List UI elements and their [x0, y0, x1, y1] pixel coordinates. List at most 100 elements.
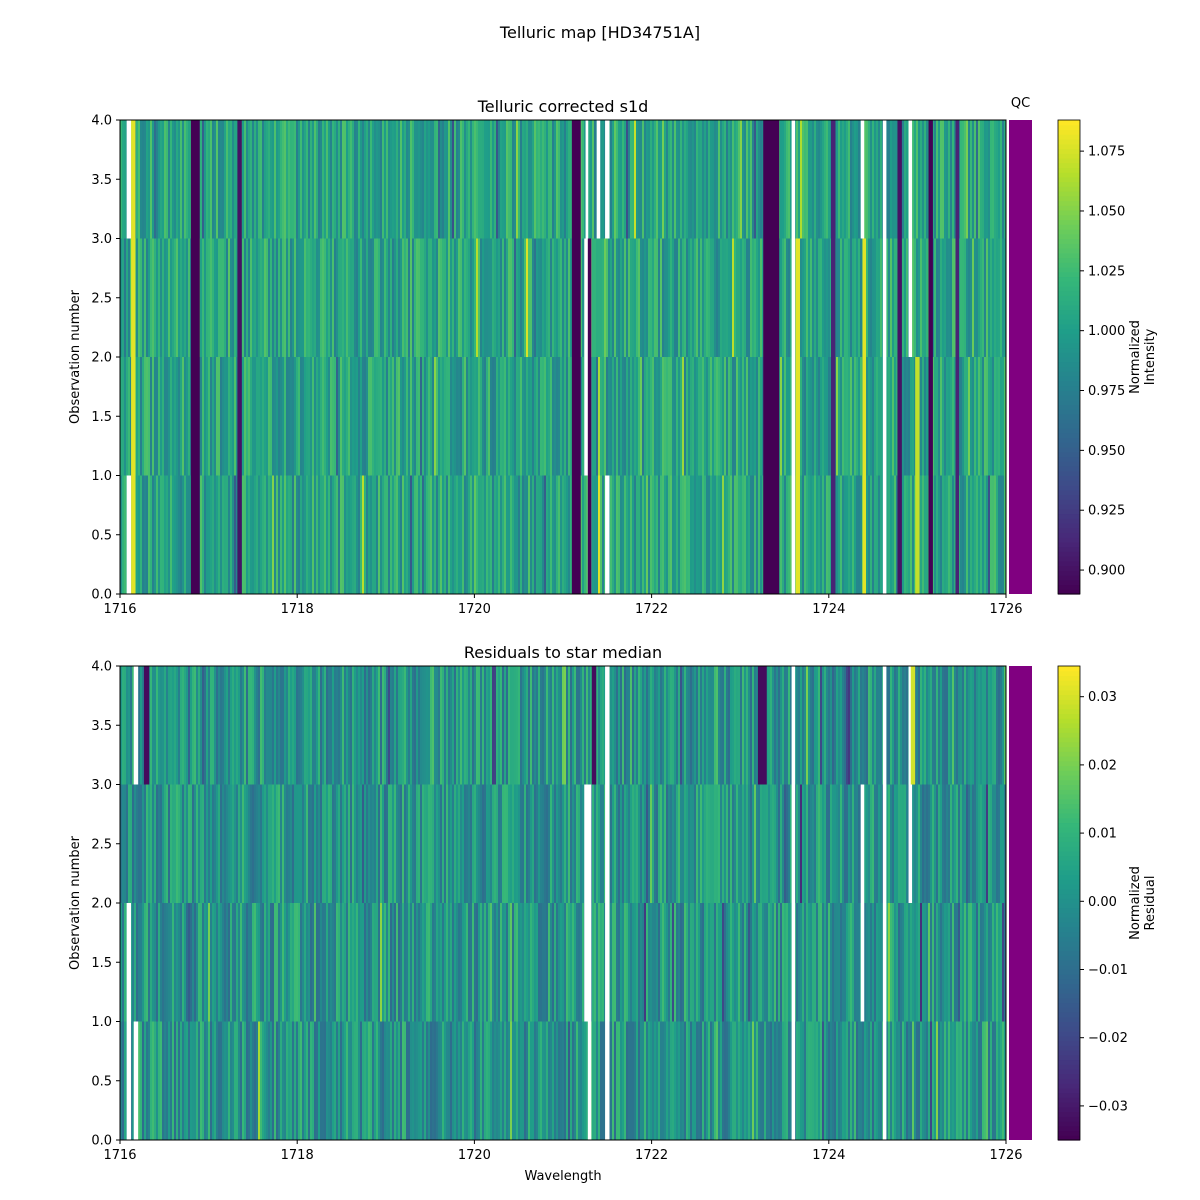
heatmap-cell	[382, 784, 385, 903]
colorbar-step	[1058, 1102, 1080, 1108]
heatmap-cell	[644, 1021, 647, 1140]
heatmap-cell	[674, 903, 677, 1022]
heatmap-cell	[252, 357, 255, 476]
heatmap-cell	[918, 1021, 921, 1140]
heatmap-cell	[358, 475, 361, 594]
heatmap-cell	[376, 120, 379, 239]
heatmap-cell	[462, 120, 465, 239]
heatmap-cell	[592, 357, 595, 476]
heatmap-cell	[760, 903, 763, 1022]
heatmap-cell	[498, 238, 501, 357]
heatmap-cell	[964, 666, 967, 785]
heatmap-cell	[296, 238, 299, 357]
heatmap-cell	[308, 666, 311, 785]
heatmap-cell	[288, 357, 291, 476]
heatmap-cell	[132, 784, 135, 903]
heatmap-cell	[542, 120, 545, 239]
heatmap-cell	[592, 903, 595, 1022]
heatmap-cell	[846, 666, 849, 785]
colorbar-step	[1058, 162, 1080, 168]
heatmap-cell	[300, 238, 303, 357]
heatmap-cell	[616, 120, 619, 239]
heatmap-cell	[806, 357, 809, 476]
heatmap-cell	[300, 784, 303, 903]
heatmap-cell	[974, 120, 977, 239]
heatmap-cell	[312, 120, 315, 239]
heatmap-cell	[644, 120, 647, 239]
heatmap-cell	[424, 475, 427, 594]
heatmap-cell	[632, 238, 635, 357]
spectral-line	[131, 120, 136, 239]
heatmap-cell	[466, 903, 469, 1022]
heatmap-cell	[628, 1021, 631, 1140]
heatmap-cell	[706, 784, 709, 903]
heatmap-cell	[354, 903, 357, 1022]
heatmap-cell	[946, 238, 949, 357]
heatmap-cell	[282, 238, 285, 357]
heatmap-cell	[326, 238, 329, 357]
heatmap-cell	[206, 784, 209, 903]
heatmap-cell	[376, 784, 379, 903]
heatmap-cell	[872, 903, 875, 1022]
heatmap-cell	[408, 1021, 411, 1140]
heatmap-cell	[690, 238, 693, 357]
heatmap-cell	[814, 357, 817, 476]
heatmap-cell	[184, 903, 187, 1022]
heatmap-cell	[994, 1021, 997, 1140]
heatmap-cell	[716, 120, 719, 239]
heatmap-cell	[216, 666, 219, 785]
heatmap-cell	[578, 666, 581, 785]
colorbar-step	[1058, 855, 1080, 861]
heatmap-cell	[844, 357, 847, 476]
heatmap-cell	[638, 238, 641, 357]
heatmap-cell	[366, 238, 369, 357]
heatmap-cell	[412, 903, 415, 1022]
heatmap-cell	[918, 120, 921, 239]
heatmap-cell	[740, 357, 743, 476]
heatmap-cell	[322, 475, 325, 594]
heatmap-cell	[178, 475, 181, 594]
heatmap-cell	[218, 666, 221, 785]
spectral-line	[190, 357, 200, 476]
masked-gap	[791, 475, 796, 594]
heatmap-cell	[862, 666, 865, 785]
heatmap-cell	[750, 1021, 753, 1140]
heatmap-cell	[242, 357, 245, 476]
heatmap-cell	[816, 238, 819, 357]
heatmap-cell	[774, 903, 777, 1022]
heatmap-cell	[448, 784, 451, 903]
heatmap-cell	[220, 238, 223, 357]
heatmap-cell	[802, 666, 805, 785]
heatmap-cell	[716, 238, 719, 357]
heatmap-cell	[438, 903, 441, 1022]
heatmap-cell	[536, 357, 539, 476]
heatmap-cell	[328, 120, 331, 239]
heatmap-cell	[280, 120, 283, 239]
heatmap-cell	[836, 903, 839, 1022]
heatmap-cell	[952, 1021, 955, 1140]
heatmap-cell	[580, 666, 583, 785]
colorbar-step	[1058, 527, 1080, 533]
heatmap-cell	[130, 1021, 133, 1140]
heatmap-cell	[732, 903, 735, 1022]
heatmap-cell	[512, 120, 515, 239]
heatmap-cell	[474, 357, 477, 476]
heatmap-cell	[552, 1021, 555, 1140]
heatmap-cell	[642, 1021, 645, 1140]
heatmap-cell	[274, 120, 277, 239]
spectral-line	[571, 475, 581, 594]
heatmap-cell	[828, 357, 831, 476]
colorbar-step	[1058, 333, 1080, 339]
heatmap-cell	[442, 120, 445, 239]
heatmap-cell	[384, 120, 387, 239]
heatmap-cell	[224, 666, 227, 785]
heatmap-cell	[710, 784, 713, 903]
heatmap-cell	[228, 903, 231, 1022]
heatmap-cell	[406, 1021, 409, 1140]
heatmap-cell	[248, 120, 251, 239]
heatmap-cell	[694, 666, 697, 785]
heatmap-cell	[912, 1021, 915, 1140]
heatmap-cell	[974, 784, 977, 903]
heatmap-cell	[536, 666, 539, 785]
heatmap-cell	[272, 784, 275, 903]
